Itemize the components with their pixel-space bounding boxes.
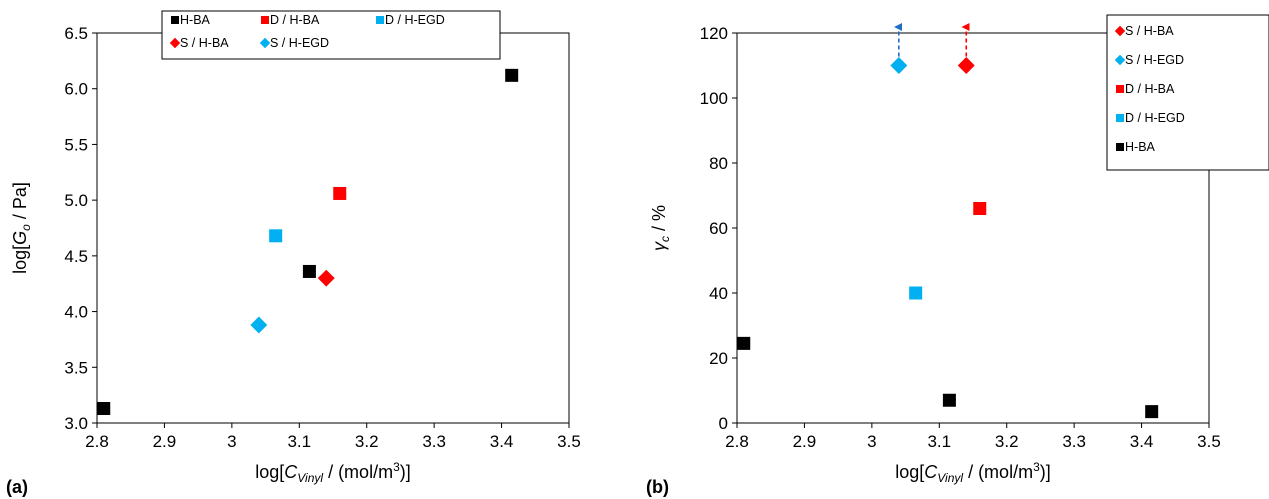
y-tick-label: 3.5 [64,358,88,377]
legend-label: D / H-EGD [385,13,445,27]
x-tick-label: 2.8 [85,432,109,451]
legend-marker [169,37,181,49]
y-tick-label: 5.0 [64,191,88,210]
plot-area-frame [96,32,570,424]
legend-box [1106,14,1269,171]
legend-label: H-BA [180,13,211,27]
y-tick-label: 40 [709,284,728,303]
x-tick-label: 3.5 [557,432,581,451]
y-axis-label-subscript: c [658,236,672,242]
data-point [302,264,316,278]
y-tick-label: 120 [700,24,728,43]
data-point [333,186,347,200]
legend-label: S / H-EGD [1125,53,1184,67]
y-axis-label-unit: / Pa] [10,182,30,224]
x-tick-label: 2.8 [725,432,749,451]
legend-marker [171,16,179,24]
y-tick-label: 60 [709,219,728,238]
x-axis-label: log[CVinyl / (mol/m3)] [895,460,1051,485]
x-tick-label: 3.1 [927,432,951,451]
x-axis-label-subscript: Vinyl [297,471,323,485]
y-axis-label-variable: γ [649,241,669,251]
x-axis-label-subscript: Vinyl [937,471,963,485]
data-point [97,402,111,416]
legend-label: S / H-EGD [270,36,329,50]
y-tick-label: 3.0 [64,414,88,433]
legend-label: H-BA [1125,140,1156,154]
x-tick-label: 2.9 [153,432,177,451]
x-tick-label: 3.3 [1062,432,1086,451]
chart-panel-b: 2.8 2.9 3 3.1 3.2 3.3 3.4 3.5 0 20 40 60 80 100 120 log… [646,14,1269,497]
panel-label: (b) [646,477,669,497]
data-point [942,393,956,407]
x-axis-label-prefix: log[ [255,462,284,482]
legend-marker [261,16,269,24]
y-axis-label-unit: / % [649,205,669,236]
data-point [317,269,335,287]
chart-panel-a: 2.8 2.9 3 3.1 3.2 3.3 3.4 3.5 3.0 3.5 4.0 4.5 5.0 5.5… [6,10,581,497]
legend-label: D / H-BA [270,13,320,27]
data-point [737,336,751,350]
data-point [250,316,268,334]
x-axis-label-variable: C [284,462,298,482]
x-tick-label: 3.2 [355,432,379,451]
x-axis-label-suffix: )] [1040,462,1051,482]
y-tick-label: 0 [719,414,728,433]
legend-label: S / H-BA [1125,24,1174,38]
legend-marker [1114,25,1126,37]
y-axis-label: log[Go / Pa] [10,182,33,274]
x-tick-label: 3.4 [1130,432,1154,451]
data-point [269,229,283,243]
data-point [957,57,975,74]
x-axis-label-suffix: )] [400,462,411,482]
y-tick-label: 100 [700,89,728,108]
data-point [1145,405,1159,419]
legend-box [161,10,501,60]
x-axis-label-variable: C [924,462,938,482]
y-axis-label: γc / % [649,205,672,251]
data-point [890,57,908,74]
y-axis-label-variable: G [10,231,30,245]
x-tick-label: 3.3 [422,432,446,451]
data-point [505,68,519,82]
legend-marker [376,16,384,24]
y-tick-label: 4.0 [64,303,88,322]
legend-label: S / H-BA [180,36,229,50]
y-tick-label: 80 [709,154,728,173]
legend-marker [259,37,271,49]
x-axis-label-superscript: 3 [1033,460,1040,474]
x-tick-label: 3.2 [995,432,1019,451]
x-axis-label-unit: / (mol/m [963,462,1033,482]
x-axis-label: log[CVinyl / (mol/m3)] [255,460,411,485]
legend-marker [1116,143,1124,151]
data-point [973,202,987,215]
legend-marker [1114,54,1126,66]
x-tick-label: 3 [227,432,236,451]
y-axis-label-prefix: log[ [10,245,30,274]
y-tick-label: 4.5 [64,247,88,266]
data-point [909,286,923,300]
x-axis-label-superscript: 3 [393,460,400,474]
legend-label: D / H-EGD [1125,111,1185,125]
x-tick-label: 3.1 [287,432,311,451]
x-tick-label: 2.9 [793,432,817,451]
panel-label: (a) [6,477,28,497]
legend-marker [1116,85,1124,93]
x-tick-label: 3.4 [490,432,514,451]
y-tick-label: 20 [709,349,728,368]
legend-marker [1116,114,1124,122]
y-axis-label-subscript: o [19,224,33,231]
x-tick-label: 3 [867,432,876,451]
y-tick-label: 5.5 [64,135,88,154]
y-tick-label: 6.0 [64,80,88,99]
x-axis-label-unit: / (mol/m [323,462,393,482]
x-tick-label: 3.5 [1197,432,1221,451]
y-tick-label: 6.5 [64,24,88,43]
legend-label: D / H-BA [1125,82,1175,96]
x-axis-label-prefix: log[ [895,462,924,482]
